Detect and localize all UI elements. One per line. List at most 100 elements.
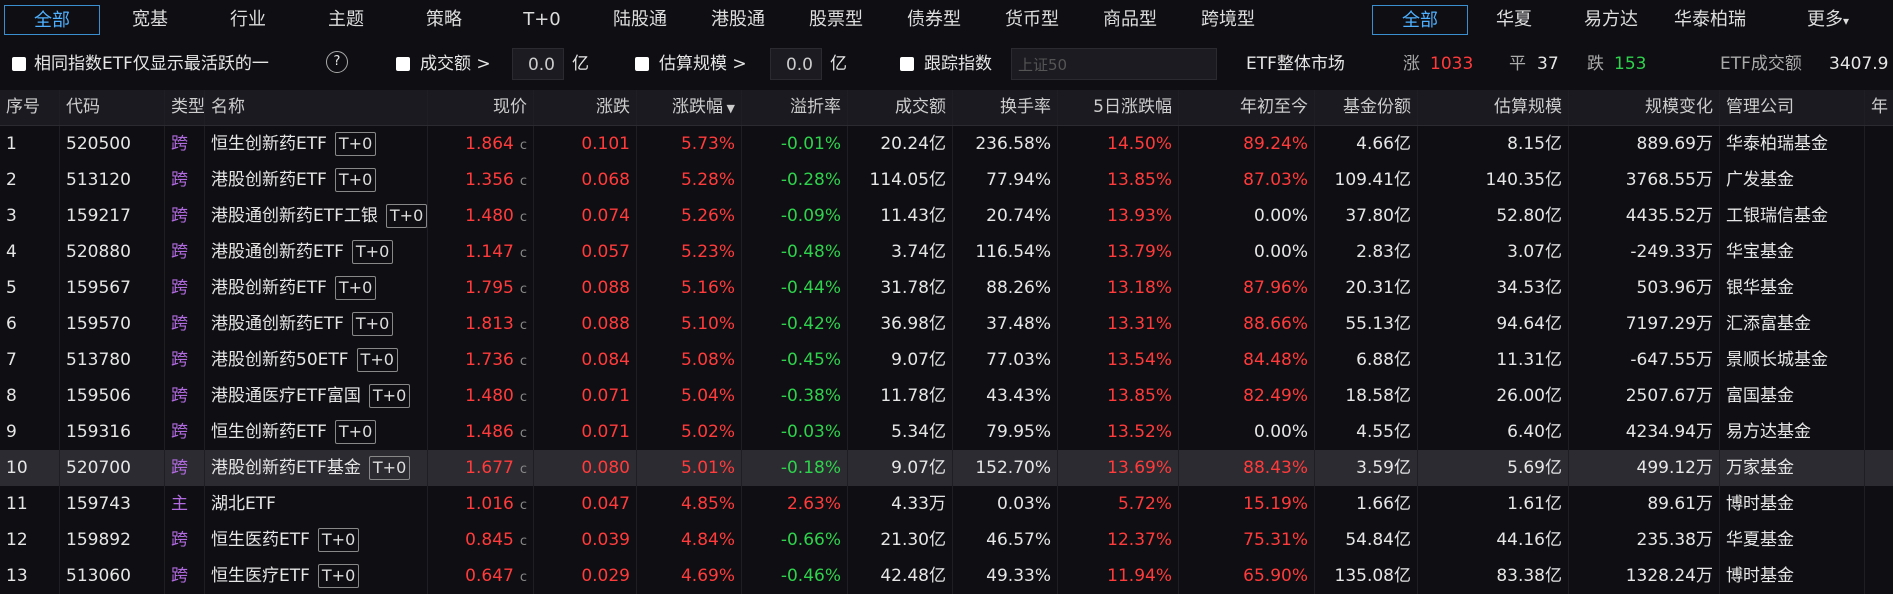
table-row[interactable]: 8 159506 跨 港股通医疗ETF富国 T+0 1.480 c 0.071 5.04% -0.… (0, 378, 1893, 414)
price: 1.795 (465, 278, 514, 298)
filter-label: 相同指数ETF仅显示最活跃的一 (34, 54, 269, 74)
scale-change-cell: 1328.24万 (1569, 558, 1720, 594)
turnover: 20.74% (986, 206, 1051, 226)
table-row[interactable]: 13 513060 跨 恒生医疗ETF T+0 0.647 c 0.029 4.69% -0.46… (0, 558, 1893, 594)
type-cell: 跨 (165, 270, 205, 306)
fund-name: 港股创新药ETF (211, 170, 327, 190)
table-row[interactable]: 4 520880 跨 港股通创新药ETF T+0 1.147 c 0.057 5.23% -0.4… (0, 234, 1893, 270)
tab[interactable]: 易方达 (1584, 9, 1638, 30)
header-row: 序号 代码 类型 名称 现价 涨跌 涨跌幅 ▼ 溢折率 成交额 换手率 5日涨跌幅 年初至今 基金份额估… (0, 90, 1893, 126)
header-cell[interactable]: 5日涨跌幅 (1058, 90, 1179, 125)
premium: -0.03% (780, 422, 841, 442)
trade-tag: T+0 (317, 564, 360, 588)
input[interactable]: 0.0 (512, 48, 564, 80)
turnover: 236.58% (975, 134, 1051, 154)
turnover: 116.54% (975, 242, 1051, 262)
change-pct-cell: 5.16% (637, 270, 742, 306)
header-cell[interactable]: 现价 (428, 90, 534, 125)
header-cell[interactable]: 成交额 (848, 90, 953, 125)
est-scale-cell: 5.69亿 (1418, 450, 1569, 486)
tab[interactable]: 主题 (328, 9, 364, 30)
fund-type: 跨 (171, 206, 188, 226)
type-cell: 跨 (165, 234, 205, 270)
input[interactable]: 0.0 (770, 48, 822, 80)
tab[interactable]: 行业 (230, 9, 266, 30)
scale-change: 503.96万 (1636, 278, 1713, 298)
header-cell[interactable]: 管理公司 (1720, 90, 1865, 125)
header-cell[interactable]: 类型 (165, 90, 205, 125)
table-row[interactable]: 1 520500 跨 恒生创新药ETF T+0 1.864 c 0.101 5.73% -0.01… (0, 126, 1893, 162)
header-cell[interactable]: 基金份额 (1315, 90, 1418, 125)
checkbox[interactable] (900, 57, 914, 71)
table-row[interactable]: 2 513120 跨 港股创新药ETF T+0 1.356 c 0.068 5.28% -0.28… (0, 162, 1893, 198)
price-flag: c (519, 390, 527, 405)
tab[interactable]: 华泰柏瑞 (1674, 9, 1746, 30)
tab[interactable]: 全部 (4, 5, 100, 35)
trade-tag: T+0 (334, 420, 377, 444)
est-scale: 44.16亿 (1496, 530, 1562, 550)
header-cell[interactable]: 序号 (0, 90, 60, 125)
tab[interactable]: 港股通 (711, 9, 765, 30)
name-cell: 湖北ETF (205, 486, 428, 522)
five-day-change-cell: 13.79% (1058, 234, 1179, 270)
down-count: 153 (1614, 54, 1647, 74)
company: 华泰柏瑞基金 (1726, 134, 1828, 154)
header-cell[interactable]: 代码 (60, 90, 165, 125)
checkbox[interactable] (396, 57, 410, 71)
company-cell: 汇添富基金 (1720, 306, 1865, 342)
fund-type: 跨 (171, 278, 188, 298)
turnover-cell: 0.03% (953, 486, 1058, 522)
change-cell: 0.039 (534, 522, 637, 558)
flat-label: 平 (1509, 54, 1526, 74)
help-icon[interactable]: ? (326, 51, 348, 73)
fund-name: 港股创新药ETF基金 (211, 458, 361, 478)
header-cell[interactable]: 涨跌幅 ▼ (637, 90, 742, 125)
table-row[interactable]: 11 159743 主 湖北ETF 1.016 c 0.047 4.85% 2.63% 4.33万… (0, 486, 1893, 522)
scale-change: 4234.94万 (1625, 422, 1713, 442)
ytd-change-cell: 15.19% (1179, 486, 1315, 522)
type-cell: 跨 (165, 306, 205, 342)
company-cell: 工银瑞信基金 (1720, 198, 1865, 234)
header-cell[interactable]: 涨跌 (534, 90, 637, 125)
table-row[interactable]: 6 159570 跨 港股通创新药ETF T+0 1.813 c 0.088 5.10% -0.4… (0, 306, 1893, 342)
header-cell[interactable]: 年 (1865, 90, 1893, 125)
scale-change: 499.12万 (1636, 458, 1713, 478)
checkbox[interactable] (12, 57, 26, 71)
tab[interactable]: 宽基 (132, 9, 168, 30)
name-cell: 港股通创新药ETF工银 T+0 (205, 198, 428, 234)
header-cell[interactable]: 估算规模 (1418, 90, 1569, 125)
table-row[interactable]: 10 520700 跨 港股创新药ETF基金 T+0 1.677 c 0.080 5.01% -0… (0, 450, 1893, 486)
tab[interactable]: T+0 (523, 9, 561, 30)
premium-cell: -0.45% (742, 342, 848, 378)
tab[interactable]: 策略 (426, 9, 462, 30)
header-cell[interactable]: 名称 (205, 90, 428, 125)
ytd-change-cell: 84.48% (1179, 342, 1315, 378)
input[interactable]: 上证50 (1011, 48, 1217, 80)
header-cell[interactable]: 溢折率 (742, 90, 848, 125)
table-row[interactable]: 9 159316 跨 恒生创新药ETF T+0 1.486 c 0.071 5.02% -0.03… (0, 414, 1893, 450)
header-cell[interactable]: 换手率 (953, 90, 1058, 125)
tab[interactable]: 跨境型 (1201, 9, 1255, 30)
tab[interactable]: 股票型 (809, 9, 863, 30)
checkbox[interactable] (635, 57, 649, 71)
turnover-cell: 88.26% (953, 270, 1058, 306)
table-row[interactable]: 5 159567 跨 港股创新药ETF T+0 1.795 c 0.088 5.16% -0.44… (0, 270, 1893, 306)
tab[interactable]: 更多▾ (1806, 9, 1850, 30)
tab[interactable]: 货币型 (1005, 9, 1059, 30)
fund-shares-cell: 4.66亿 (1315, 126, 1418, 162)
tab[interactable]: 债券型 (907, 9, 961, 30)
change-pct-cell: 4.69% (637, 558, 742, 594)
fund-shares: 20.31亿 (1345, 278, 1411, 298)
change-cell: 0.071 (534, 378, 637, 414)
table-row[interactable]: 7 513780 跨 港股创新药50ETF T+0 1.736 c 0.084 5.08% -0.… (0, 342, 1893, 378)
tab[interactable]: 华夏 (1496, 9, 1532, 30)
tab[interactable]: 商品型 (1103, 9, 1157, 30)
tab[interactable]: 全部 (1372, 5, 1468, 35)
fund-name: 湖北ETF (211, 494, 276, 514)
header-cell[interactable]: 规模变化 (1569, 90, 1720, 125)
table-row[interactable]: 3 159217 跨 港股通创新药ETF工银 T+0 1.480 c 0.074 5.26% -0… (0, 198, 1893, 234)
table-row[interactable]: 12 159892 跨 恒生医药ETF T+0 0.845 c 0.039 4.84% -0.66… (0, 522, 1893, 558)
header-cell[interactable]: 年初至今 (1179, 90, 1315, 125)
fund-type: 跨 (171, 386, 188, 406)
tab[interactable]: 陆股通 (613, 9, 667, 30)
